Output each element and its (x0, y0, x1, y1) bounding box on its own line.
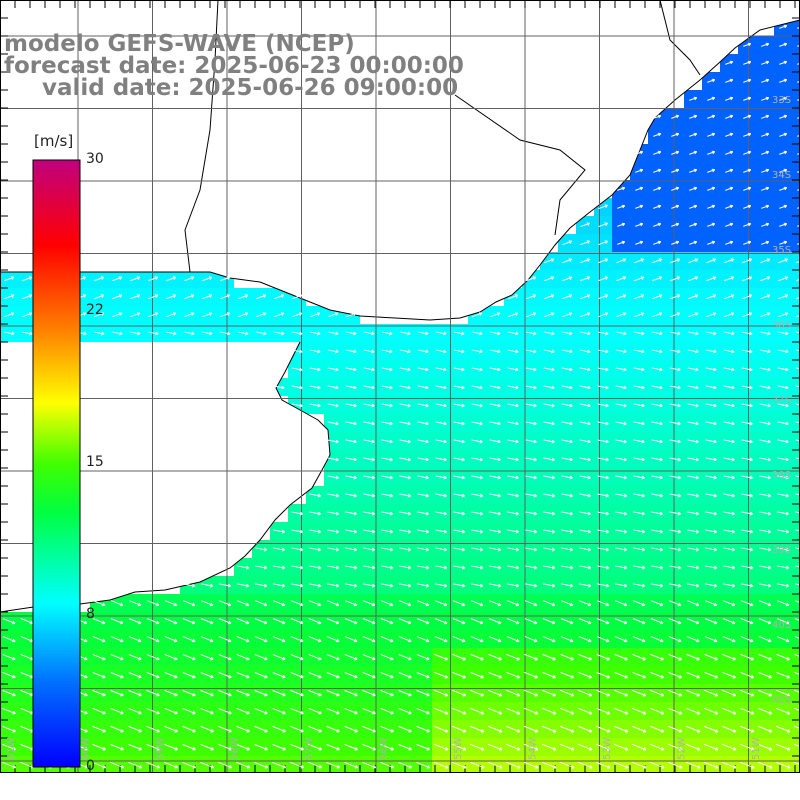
lon-label: 52W (677, 737, 688, 760)
lat-label: 39S (772, 545, 791, 556)
lon-label: 56W (379, 737, 390, 760)
colorbar (32, 159, 81, 768)
lat-label: 37S (772, 395, 791, 406)
wind-vectors (2, 8, 800, 769)
colorbar-unit: [m/s] (34, 132, 74, 150)
lon-label: 54W (528, 737, 539, 760)
lon-label: 55W (453, 737, 464, 760)
lon-label: 61W (6, 737, 17, 760)
lon-label: 51W (751, 737, 762, 760)
longitude-labels: 61W 60W 59W 58W 57W 56W 55W 54W 53W 52W 51W (6, 737, 762, 760)
colorbar-tick-15: 15 (86, 454, 104, 470)
colorbar-tick-0: 0 (86, 758, 95, 774)
colorbar-tick-8: 8 (86, 606, 95, 622)
colorbar-scale (32, 159, 81, 768)
forecast-date: forecast date: 2025-06-23 00:00:00 (4, 53, 464, 79)
lat-label: 35S (772, 245, 791, 256)
colorbar-tick-22: 22 (86, 302, 104, 318)
lat-label: 40S (772, 620, 791, 631)
lon-label: 53W (602, 737, 613, 760)
model-title: modelo GEFS-WAVE (NCEP) (4, 31, 355, 57)
lon-label: 57W (304, 737, 315, 760)
lat-label: 38S (772, 470, 791, 481)
lat-label: 33S (772, 95, 791, 106)
colorbar-tick-30: 30 (86, 151, 104, 167)
lon-label: 60W (81, 737, 92, 760)
latitude-labels: 33S 34S 35S 36S 37S 38S 39S 40S 41S (772, 95, 791, 706)
lat-label: 34S (772, 170, 791, 181)
valid-date: valid date: 2025-06-26 09:00:00 (42, 75, 459, 101)
lat-label: 36S (772, 320, 791, 331)
lat-label: 41S (772, 695, 791, 706)
lon-label: 58W (230, 737, 241, 760)
lon-label: 59W (155, 737, 166, 760)
